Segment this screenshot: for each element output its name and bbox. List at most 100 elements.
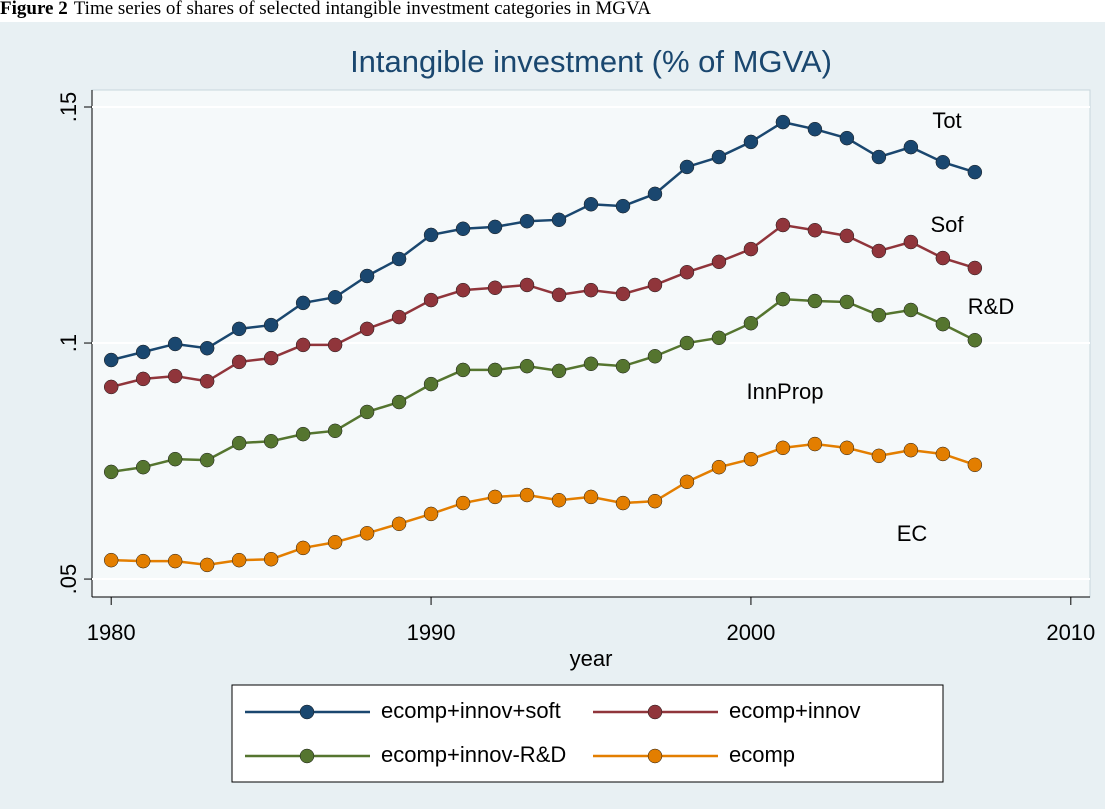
marker	[391, 394, 407, 410]
marker	[615, 286, 631, 302]
marker	[263, 551, 279, 567]
series-line	[110, 120, 976, 362]
marker	[199, 557, 215, 573]
marker	[711, 254, 727, 270]
marker	[519, 487, 535, 503]
marker	[935, 154, 951, 170]
marker	[359, 321, 375, 337]
marker	[423, 227, 439, 243]
series-line	[110, 223, 976, 389]
annotation: InnProp	[746, 379, 823, 404]
marker	[647, 277, 663, 293]
marker	[263, 350, 279, 366]
marker	[487, 219, 503, 235]
marker	[103, 379, 119, 395]
marker	[423, 376, 439, 392]
marker	[711, 459, 727, 475]
marker	[647, 493, 663, 509]
marker	[615, 495, 631, 511]
marker	[359, 404, 375, 420]
marker	[327, 423, 343, 439]
marker	[551, 212, 567, 228]
legend-label: ecomp	[729, 742, 795, 767]
marker	[871, 448, 887, 464]
x-tick-label: 2000	[726, 620, 775, 645]
marker	[327, 337, 343, 353]
marker	[967, 260, 983, 276]
annotation: Tot	[932, 108, 961, 133]
marker	[679, 335, 695, 351]
marker	[711, 330, 727, 346]
marker	[775, 291, 791, 307]
marker	[647, 348, 663, 364]
marker	[423, 292, 439, 308]
marker	[551, 287, 567, 303]
legend-swatch	[647, 704, 663, 720]
marker	[743, 451, 759, 467]
marker	[743, 241, 759, 257]
marker	[487, 280, 503, 296]
marker	[455, 495, 471, 511]
y-tick-label: .15	[56, 92, 81, 123]
marker	[775, 440, 791, 456]
marker	[167, 368, 183, 384]
marker	[647, 186, 663, 202]
marker	[807, 121, 823, 137]
legend-swatch	[299, 748, 315, 764]
marker	[327, 534, 343, 550]
legend-swatch	[647, 748, 663, 764]
marker	[775, 217, 791, 233]
marker	[967, 164, 983, 180]
marker	[327, 289, 343, 305]
marker	[231, 435, 247, 451]
marker	[679, 159, 695, 175]
legend	[231, 684, 944, 783]
marker	[807, 293, 823, 309]
marker	[583, 489, 599, 505]
x-axis-label: year	[570, 646, 613, 671]
annotation: EC	[897, 521, 928, 546]
marker	[807, 436, 823, 452]
marker	[199, 340, 215, 356]
marker	[359, 268, 375, 284]
marker	[679, 264, 695, 280]
marker	[455, 362, 471, 378]
marker	[935, 250, 951, 266]
marker	[391, 309, 407, 325]
legend-label: ecomp+innov+soft	[381, 698, 561, 723]
marker	[871, 149, 887, 165]
marker	[871, 243, 887, 259]
marker	[519, 358, 535, 374]
x-tick-label: 2010	[1046, 620, 1095, 645]
marker	[903, 234, 919, 250]
marker	[903, 442, 919, 458]
marker	[455, 221, 471, 237]
marker	[263, 317, 279, 333]
y-tick-label: .05	[56, 564, 81, 595]
marker	[455, 282, 471, 298]
marker	[103, 464, 119, 480]
marker	[615, 198, 631, 214]
marker	[295, 540, 311, 556]
marker	[391, 516, 407, 532]
marker	[487, 362, 503, 378]
marker	[967, 332, 983, 348]
marker	[551, 492, 567, 508]
marker	[935, 446, 951, 462]
marker	[135, 553, 151, 569]
x-tick-label: 1990	[407, 620, 456, 645]
marker	[839, 228, 855, 244]
marker	[967, 457, 983, 473]
marker	[903, 302, 919, 318]
marker	[711, 149, 727, 165]
marker	[423, 506, 439, 522]
marker	[615, 358, 631, 374]
marker	[135, 459, 151, 475]
marker	[583, 356, 599, 372]
marker	[871, 307, 887, 323]
marker	[743, 134, 759, 150]
marker	[807, 222, 823, 238]
marker	[167, 553, 183, 569]
